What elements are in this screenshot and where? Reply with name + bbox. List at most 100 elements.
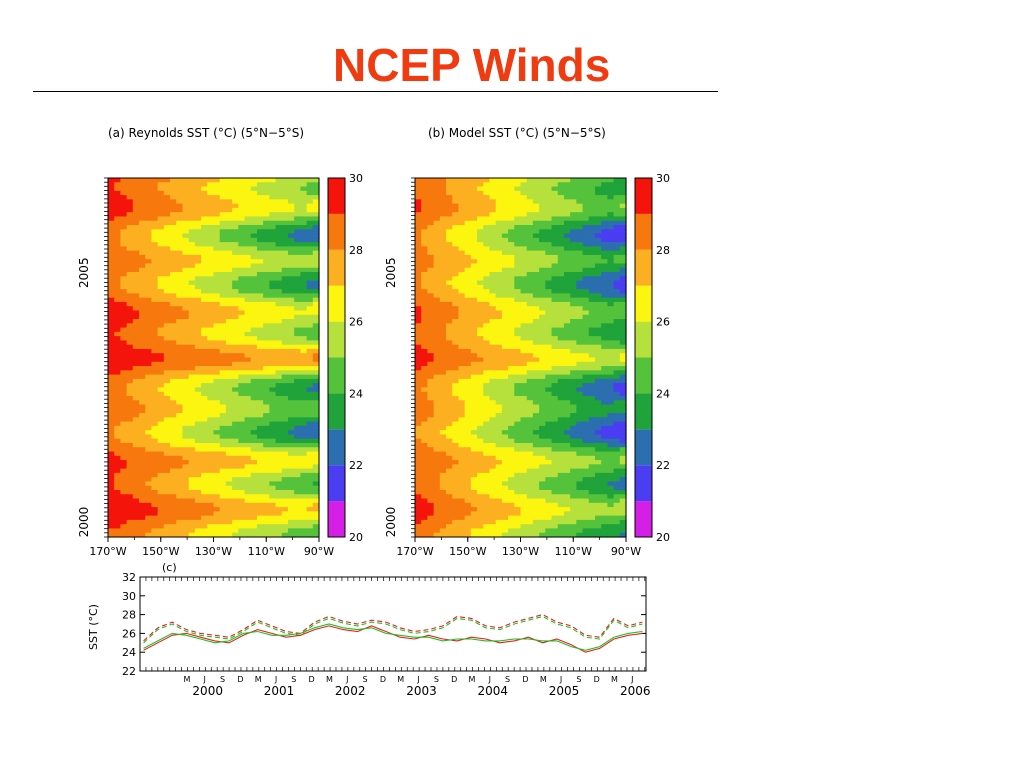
heatmap-cell — [145, 293, 153, 299]
heatmap-cell — [452, 225, 460, 230]
heatmap-cell — [495, 233, 503, 239]
heatmap-cell — [250, 442, 258, 448]
heatmap-cell — [582, 323, 590, 329]
heatmap-cell — [238, 421, 246, 427]
heatmap-cell — [207, 451, 215, 457]
heatmap-cell — [532, 336, 540, 341]
heatmap-cell — [570, 199, 577, 205]
heatmap-cell — [557, 400, 565, 406]
heatmap-cell — [201, 447, 208, 453]
heatmap-cell — [207, 220, 215, 226]
heatmap-cell — [194, 468, 202, 474]
heatmap-cell — [281, 276, 289, 282]
heatmap-cell — [489, 323, 497, 329]
heatmap-cell — [132, 519, 140, 525]
heatmap-cell — [157, 378, 165, 384]
heatmap-cell — [545, 323, 553, 329]
heatmap-cell — [225, 212, 233, 218]
heatmap-cell — [108, 511, 115, 517]
heatmap-cell — [495, 319, 503, 324]
heatmap-cell — [415, 212, 422, 218]
heatmap-cell — [582, 370, 590, 376]
heatmap-cell — [601, 225, 608, 230]
heatmap-cell — [446, 195, 453, 200]
heatmap-cell — [275, 528, 283, 534]
heatmap-cell — [563, 246, 571, 252]
heatmap-cell — [188, 413, 196, 418]
heatmap-cell — [213, 502, 221, 508]
heatmap-cell — [244, 306, 252, 312]
heatmap-cell — [176, 460, 184, 465]
heatmap-cell — [601, 395, 608, 401]
heatmap-cell — [163, 242, 171, 247]
heatmap-cell — [275, 434, 283, 440]
heatmap-cell — [188, 336, 196, 341]
heatmap-cell — [281, 254, 289, 260]
heatmap-cell — [207, 421, 215, 427]
heatmap-cell — [508, 212, 515, 218]
heatmap-cell — [306, 451, 314, 457]
heatmap-cell — [594, 327, 602, 333]
heatmap-cell — [213, 233, 221, 239]
heatmap-cell — [250, 237, 258, 243]
heatmap-cell — [275, 254, 283, 260]
heatmap-cell — [287, 528, 295, 534]
heatmap-cell — [483, 383, 491, 389]
heatmap-cell — [433, 233, 441, 239]
heatmap-cell — [114, 203, 122, 209]
heatmap-cell — [477, 408, 484, 414]
heatmap-cell — [170, 331, 177, 337]
heatmap-cell — [415, 336, 422, 341]
heatmap-cell — [570, 327, 577, 333]
heatmap-cell — [495, 212, 503, 218]
heatmap-cell — [263, 348, 270, 354]
heatmap-cell — [238, 413, 246, 418]
heatmap-cell — [446, 395, 453, 401]
heatmap-cell — [244, 485, 252, 491]
heatmap-cell — [213, 400, 221, 406]
heatmap-cell — [188, 455, 196, 461]
heatmap-cell — [163, 259, 171, 265]
heatmap-cell — [300, 498, 308, 504]
heatmap-cell — [619, 289, 627, 294]
heatmap-cell — [601, 178, 608, 183]
heatmap-cell — [182, 289, 190, 294]
heatmap-cell — [489, 425, 497, 431]
heatmap-cell — [427, 212, 435, 218]
heatmap-cell — [114, 430, 122, 436]
heatmap-cell — [306, 254, 314, 260]
heatmap-cell — [232, 357, 239, 363]
heatmap-cell — [194, 383, 202, 389]
heatmap-cell — [501, 408, 509, 414]
heatmap-cell — [194, 455, 202, 461]
heatmap-cell — [126, 366, 134, 371]
heatmap-cell — [213, 289, 221, 294]
heatmap-cell — [446, 207, 453, 213]
heatmap-cell — [163, 511, 171, 517]
heatmap-cell — [176, 524, 184, 530]
heatmap-cell — [433, 254, 441, 260]
heatmap-cell — [477, 250, 484, 256]
heatmap-cell — [232, 528, 239, 534]
heatmap-cell — [458, 374, 466, 380]
heatmap-cell — [126, 451, 134, 457]
heatmap-cell — [458, 306, 466, 312]
heatmap-cell — [557, 366, 565, 371]
heatmap-cell — [263, 216, 270, 222]
heatmap-cell — [108, 229, 115, 235]
heatmap-cell — [126, 280, 134, 286]
heatmap-cell — [108, 280, 115, 286]
heatmap-cell — [256, 511, 264, 517]
heatmap-cell — [238, 263, 246, 269]
heatmap-cell — [526, 246, 534, 252]
heatmap-cell — [238, 391, 246, 397]
heatmap-cell — [219, 528, 227, 534]
heatmap-cell — [126, 190, 134, 196]
heatmap-cell — [244, 438, 252, 444]
heatmap-cell — [526, 280, 534, 286]
heatmap-cell — [176, 353, 184, 359]
heatmap-cell — [120, 417, 128, 423]
heatmap-cell — [256, 417, 264, 423]
heatmap-cell — [446, 229, 453, 235]
heatmap-cell — [415, 280, 422, 286]
